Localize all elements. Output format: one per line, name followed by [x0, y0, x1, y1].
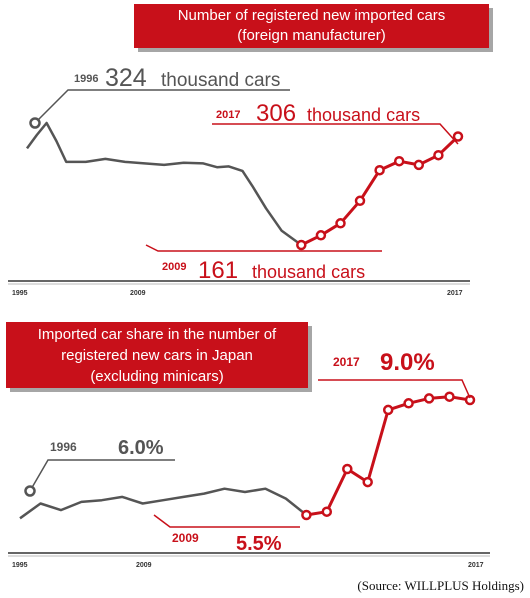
chart1-xtick-1995: 1995: [12, 290, 28, 297]
chart2-title-line-3: (excluding minicars): [90, 368, 224, 385]
chart2-callout-1996-year: 1996: [50, 440, 77, 454]
chart2-title-banner: Imported car share in the number of regi…: [6, 322, 308, 388]
chart1-point-2014: [393, 155, 405, 167]
chart2-callout-2009-value: 5.5%: [236, 533, 282, 555]
chart2-xtick-2017: 2017: [468, 562, 484, 569]
chart2-point-2012: [362, 476, 373, 488]
chart2-axis: [8, 552, 490, 557]
chart2-point-2010: [321, 506, 333, 517]
chart1-callout-1996: 1996 324 thousand cars: [29, 64, 290, 129]
chart1-point-2010: [315, 230, 327, 241]
chart2-callout-2009-year: 2009: [172, 531, 199, 545]
chart1-point-2011: [335, 218, 346, 229]
chart1-callout-2017-year: 2017: [216, 109, 240, 121]
chart1-callout-2017-unit: thousand cars: [307, 105, 420, 125]
chart2-point-2017: [464, 394, 476, 406]
chart2-point-2015: [423, 393, 435, 404]
chart2-xtick-1995: 1995: [12, 562, 28, 569]
chart2-points: [301, 391, 476, 521]
chart1-xtick-2017: 2017: [447, 290, 463, 297]
chart2-title-line-2: registered new cars in Japan: [61, 347, 253, 364]
chart1-xtick-2009: 2009: [130, 290, 146, 297]
chart2-callout-1996-value: 6.0%: [118, 437, 164, 459]
chart1-callout-2009-year: 2009: [162, 261, 186, 273]
chart2: 1995 2009 2017 1996 6.0% 2017 9.0% 2009 …: [8, 349, 490, 569]
chart2-callout-2017-value: 9.0%: [380, 349, 435, 376]
chart2-point-2011: [342, 463, 353, 475]
chart2-point-2013: [382, 404, 394, 416]
chart2-xtick-2009: 2009: [136, 562, 152, 569]
chart1: 1995 2009 2017 1996 324 thousand cars 20…: [8, 64, 470, 297]
chart1-callout-2017: 2017 306 thousand cars: [212, 100, 459, 145]
chart1-title-banner: Number of registered new imported cars (…: [134, 4, 489, 48]
source-note: (Source: WILLPLUS Holdings): [357, 578, 524, 593]
chart1-callout-2009: 2009 161 thousand cars: [145, 244, 382, 284]
chart2-point-2009: [301, 509, 312, 521]
chart1-point-2009: [296, 239, 307, 251]
chart2-point-1996: [24, 485, 36, 497]
chart1-callout-2009-unit: thousand cars: [252, 262, 365, 282]
chart1-callout-1996-year: 1996: [74, 73, 98, 85]
chart2-point-2014: [403, 398, 414, 409]
chart2-callout-1996: 1996 6.0%: [24, 437, 175, 497]
chart1-axis: [8, 280, 470, 285]
chart1-callout-2017-value: 306: [256, 100, 296, 127]
chart2-title-line-1: Imported car share in the number of: [37, 326, 277, 343]
chart1-point-2013: [374, 164, 385, 176]
chart1-points: [296, 131, 464, 251]
chart2-point-2016: [444, 391, 455, 402]
chart2-callout-2017-year: 2017: [333, 355, 360, 369]
chart1-callout-2009-value: 161: [198, 257, 238, 284]
chart2-series-grey-line: [19, 487, 308, 520]
chart1-point-1996: [29, 117, 41, 129]
chart1-point-2015: [413, 159, 425, 171]
chart2-callout-2009: 2009 5.5%: [153, 514, 300, 555]
chart2-callout-2017: 2017 9.0%: [318, 349, 471, 399]
chart1-callout-1996-value: 324: [105, 64, 147, 92]
chart1-point-2017: [452, 131, 464, 142]
chart1-title-line-1: Number of registered new imported cars: [177, 7, 446, 24]
chart1-series-grey-line: [25, 121, 303, 247]
chart1-callout-1996-unit: thousand cars: [161, 70, 280, 91]
chart1-title-line-2: (foreign manufacturer): [237, 27, 386, 44]
chart1-point-2016: [433, 149, 444, 161]
chart1-point-2012: [354, 195, 366, 207]
